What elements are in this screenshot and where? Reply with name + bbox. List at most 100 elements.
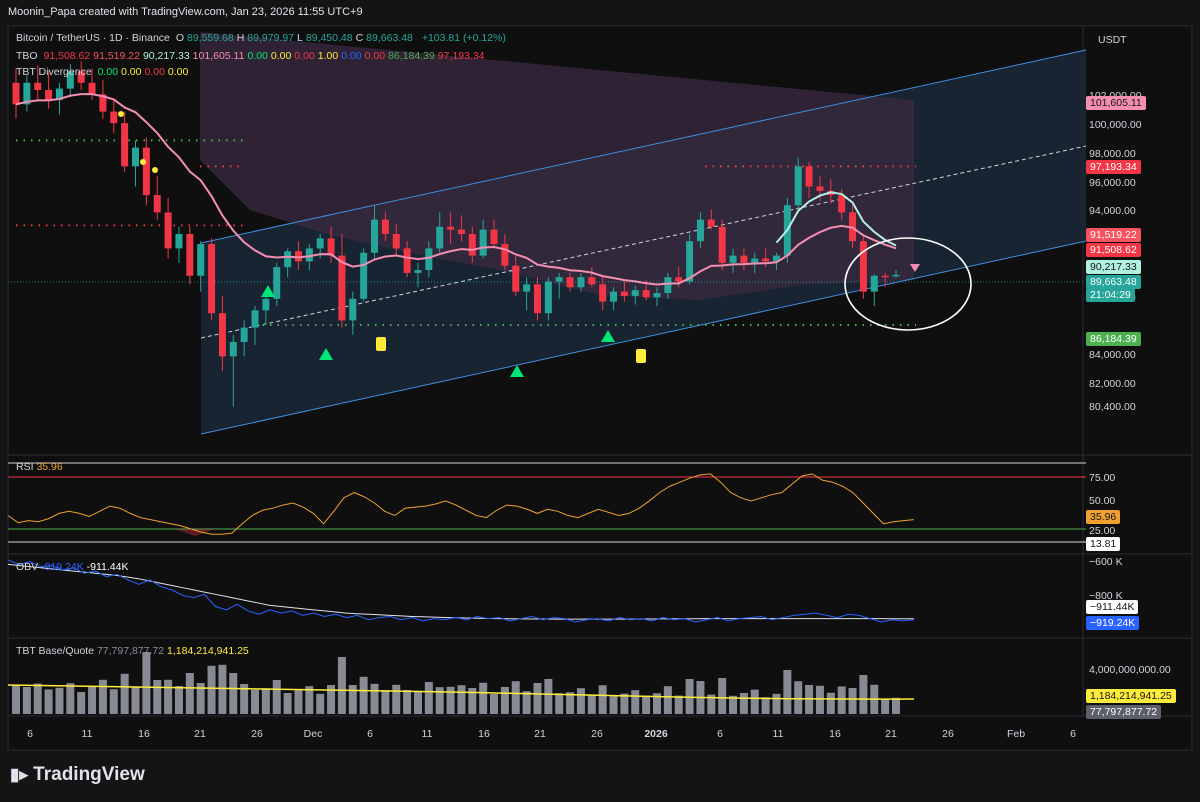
volume-bar xyxy=(761,697,770,714)
obv-legend[interactable]: OBV -919.24K -911.44K xyxy=(16,561,129,573)
volume-bar xyxy=(652,693,661,714)
volume-bar xyxy=(490,694,499,714)
legend-tbo-value: 86,184.39 xyxy=(388,50,435,62)
volume-bar xyxy=(131,686,140,714)
candle xyxy=(284,248,292,278)
volume-bar xyxy=(772,693,781,714)
volume-bar xyxy=(251,689,260,714)
buy-signal-triangle xyxy=(601,330,615,342)
candle xyxy=(740,248,748,270)
candle xyxy=(294,241,302,270)
candle xyxy=(468,226,476,263)
candle xyxy=(881,272,889,288)
candle xyxy=(523,277,531,311)
x-axis-tick: 6 xyxy=(367,728,373,740)
x-axis-tick: 16 xyxy=(829,728,841,740)
currency-label[interactable]: USDT xyxy=(1098,34,1127,46)
candle xyxy=(447,212,455,245)
candle xyxy=(653,287,661,306)
x-axis-tick: 6 xyxy=(717,728,723,740)
volume-bar xyxy=(815,685,824,714)
volume-tick: 4,000,000,000.00 xyxy=(1089,664,1171,676)
rsi-badge: 13.81 xyxy=(1086,537,1121,551)
volume-bar xyxy=(739,693,748,714)
x-axis-tick: 21 xyxy=(885,728,897,740)
rsi-pane[interactable] xyxy=(7,462,1086,543)
buy-signal-triangle xyxy=(510,365,524,377)
candle xyxy=(457,215,465,242)
rsi-oversold-fill xyxy=(175,529,215,536)
volume-pane[interactable] xyxy=(7,652,915,714)
legend-tbo-row[interactable]: TBO 91,508.62 91,519.22 90,217.33 101,605.1… xyxy=(16,50,491,62)
candle xyxy=(555,272,563,299)
candle xyxy=(859,234,867,299)
tbt-bq-value1: 77,797,877.72 xyxy=(96,645,165,657)
volume-bar xyxy=(598,685,607,714)
legend-ohlc-value: 89,450.48 xyxy=(305,32,353,44)
tbt-bq-label[interactable]: TBT Base/Quote xyxy=(16,645,95,657)
volume-bar xyxy=(207,665,216,714)
price-tick: 94,000.00 xyxy=(1089,205,1136,218)
volume-bar xyxy=(305,686,314,714)
candle xyxy=(360,248,368,302)
volume-bar xyxy=(413,690,422,714)
candle xyxy=(718,219,726,270)
yellow-signal-marker xyxy=(376,337,386,351)
rsi-legend[interactable]: RSI 35.96 xyxy=(16,461,63,473)
candle xyxy=(349,291,357,335)
volume-bar xyxy=(533,683,542,714)
obv-label[interactable]: OBV xyxy=(16,561,39,573)
tbt-bq-legend[interactable]: TBT Base/Quote 77,797,877.72 1,184,214,9… xyxy=(16,645,249,657)
volume-bar xyxy=(98,679,107,714)
volume-bar xyxy=(892,697,900,714)
candle xyxy=(610,287,618,311)
annotation-circle xyxy=(844,237,972,331)
obv-value-blue: -919.24K xyxy=(41,561,84,573)
volume-bar xyxy=(805,685,814,714)
x-axis-tick: 16 xyxy=(138,728,150,740)
legend-tbo-label[interactable]: TBO xyxy=(16,50,38,62)
price-badge: 86,184.39 xyxy=(1086,332,1141,346)
volume-bar xyxy=(511,681,520,714)
tradingview-logo[interactable]: ▮▸ TradingView xyxy=(10,764,145,786)
candle xyxy=(805,162,813,198)
volume-bar xyxy=(77,692,86,714)
obv-pane[interactable] xyxy=(7,559,915,623)
legend-ohlc-key: O xyxy=(175,32,184,44)
price-tick: 100,000.00 xyxy=(1089,119,1142,131)
yellow-signal-marker xyxy=(636,349,646,363)
rsi-label[interactable]: RSI xyxy=(16,461,34,473)
volume-badge: 77,797,877.72 xyxy=(1086,705,1162,719)
candle xyxy=(870,274,878,306)
legend-tbo-value: 0.00 xyxy=(364,50,386,62)
legend-div-row[interactable]: TBT Divergence 0.00 0.00 0.00 0.00 xyxy=(16,66,194,78)
legend-div-label[interactable]: TBT Divergence xyxy=(16,66,92,78)
volume-bar xyxy=(609,696,618,714)
legend-symbol[interactable]: Bitcoin / TetherUS · 1D · Binance xyxy=(16,32,170,44)
legend-tbo-value: 0.00 xyxy=(247,50,268,62)
candle xyxy=(436,212,444,253)
legend-change: +103.81 (+0.12%) xyxy=(421,32,506,44)
candle xyxy=(696,212,704,249)
legend-tbo-value: 0.00 xyxy=(294,50,315,62)
volume-bar xyxy=(142,652,151,714)
obv-tick: −800 K xyxy=(1089,590,1123,602)
yellow-dot-marker xyxy=(118,111,124,117)
legend-ohlc-value: 89,559.68 xyxy=(186,32,234,44)
candle xyxy=(273,262,281,306)
x-axis-tick: Feb xyxy=(1006,728,1026,740)
volume-bar xyxy=(261,688,270,714)
price-badge: 97,193.34 xyxy=(1086,160,1141,174)
legend-symbol-row[interactable]: Bitcoin / TetherUS · 1D · Binance O 89,55… xyxy=(16,32,509,44)
price-tick: 82,000.00 xyxy=(1089,378,1136,391)
volume-bar xyxy=(479,682,488,714)
candle xyxy=(23,75,31,112)
obv-badge: −919.24K xyxy=(1086,616,1140,630)
sell-signal-triangle xyxy=(910,264,920,272)
volume-bar xyxy=(316,693,325,714)
volume-bar xyxy=(424,682,433,714)
candle xyxy=(392,223,400,256)
volume-bar xyxy=(457,685,466,714)
candle xyxy=(229,334,237,407)
price-pane[interactable] xyxy=(12,61,921,407)
